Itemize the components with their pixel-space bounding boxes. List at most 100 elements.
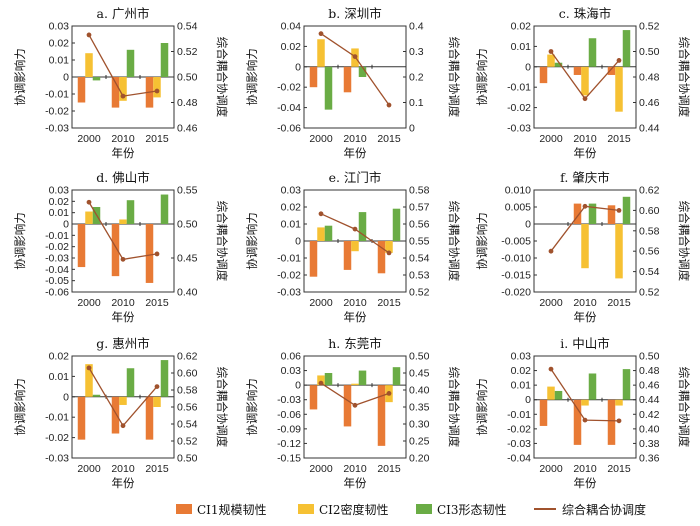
y-tick-label: -0.04 (277, 102, 301, 114)
bar-ci3 (588, 203, 597, 224)
panel-8: h. 东莞市 -0.15 -0.12 -0.09 -0.06 -0.03 0 0.03 0.06… (245, 336, 461, 490)
y2-tick-label: 0.55 (409, 236, 430, 248)
y-tick-label: -0.04 (45, 264, 69, 276)
coordination-point (154, 88, 160, 94)
bar-ci1 (377, 385, 386, 446)
x-tick-label: 2015 (377, 297, 401, 309)
y-tick-label: -0.01 (45, 230, 69, 242)
y-axis-title: 协调影响力 (245, 48, 259, 106)
bar-ci2 (119, 77, 127, 101)
y-axis-title: 协调影响力 (245, 378, 259, 436)
panel-title: f. 肇庆市 (560, 170, 610, 185)
x-tick-label: 2010 (573, 297, 597, 309)
bar-ci3 (358, 212, 367, 241)
y2-tick-label: 0.50 (177, 72, 198, 84)
bar-ci1 (111, 396, 120, 434)
y-tick-label: -0.15 (277, 453, 301, 465)
y-tick-label: 0 (525, 394, 531, 406)
y-tick-label: -0.02 (277, 82, 301, 94)
bar-ci1 (343, 385, 352, 427)
bar-ci3 (160, 43, 169, 77)
y-tick-label: -0.01 (277, 253, 301, 265)
panel-title: h. 东莞市 (328, 336, 382, 351)
y-tick-label: -0.03 (277, 394, 301, 406)
bar-ci3 (392, 208, 401, 241)
x-axis-title: 年份 (574, 310, 597, 324)
y-axis-title: 协调影响力 (475, 48, 489, 106)
coordination-point (616, 58, 622, 63)
y2-axis-title: 综合耦合协调度 (677, 201, 691, 282)
legend-item-ci3: CI3形态韧性 (416, 498, 507, 520)
y2-tick-label: 0.58 (409, 185, 430, 197)
bar-ci2 (385, 241, 393, 253)
x-tick-label: 2000 (309, 133, 333, 145)
legend-swatch-ci3 (416, 504, 432, 514)
y-tick-label: 0.02 (49, 196, 70, 208)
x-tick-label: 2010 (343, 133, 367, 145)
coordination-point (352, 226, 358, 232)
y2-tick-label: 0.52 (177, 436, 198, 448)
panel-title: g. 惠州市 (96, 336, 149, 351)
bar-ci3 (324, 66, 333, 110)
y-tick-label: -0.020 (501, 287, 531, 299)
x-tick-label: 2015 (145, 133, 169, 145)
x-tick-label: 2010 (111, 297, 135, 309)
bar-ci1 (111, 77, 120, 108)
x-tick-label: 2010 (111, 463, 135, 475)
legend-item-ci2: CI2密度韧性 (298, 498, 389, 520)
y2-tick-label: 0.3 (409, 46, 424, 58)
x-tick-label: 2015 (607, 463, 631, 475)
coordination-point (154, 251, 160, 257)
y2-tick-label: 0.50 (639, 46, 660, 58)
coordination-point (386, 250, 392, 256)
bar-ci3 (324, 373, 333, 386)
x-tick-label: 2000 (539, 463, 563, 475)
y-tick-label: -0.015 (501, 270, 531, 282)
y2-tick-label: 0.50 (177, 453, 198, 465)
bar-ci1 (573, 203, 582, 224)
y-tick-label: 0 (63, 72, 69, 84)
y-tick-label: 0.02 (281, 41, 302, 53)
coordination-point (386, 391, 392, 396)
y2-tick-label: 0.62 (177, 351, 198, 363)
bar-ci2 (581, 399, 589, 406)
y-axis-title: 协调影响力 (13, 212, 27, 270)
y2-tick-label: 0.60 (177, 368, 198, 380)
y-tick-label: -0.02 (45, 432, 69, 444)
y-tick-label: 0 (295, 380, 301, 392)
x-axis-title: 年份 (344, 146, 367, 160)
panel-title: c. 珠海市 (559, 6, 611, 21)
coordination-point (120, 93, 126, 99)
y-tick-label: 0 (525, 219, 531, 231)
bar-ci1 (539, 399, 548, 426)
y2-tick-label: 0.35 (409, 402, 430, 414)
y2-tick-label: 0.38 (639, 438, 660, 450)
coordination-point (154, 384, 160, 389)
y-tick-label: -0.09 (277, 423, 301, 435)
bar-ci3 (92, 77, 101, 81)
x-tick-label: 2010 (343, 297, 367, 309)
y-axis-title: 协调影响力 (475, 212, 489, 270)
bar-ci3 (554, 390, 563, 400)
y2-tick-label: 0.50 (177, 219, 198, 231)
bar-ci2 (547, 386, 555, 400)
bar-ci2 (581, 66, 589, 96)
y2-tick-label: 0.46 (639, 380, 660, 392)
panel-1: a. 广州市 -0.03 -0.02 -0.01 0 0.01 0.02 0.03 0.46 0.… (13, 6, 229, 160)
y-tick-label: 0.03 (49, 21, 70, 33)
bar-ci1 (309, 241, 318, 277)
y2-tick-label: 0.56 (639, 246, 660, 258)
y-axis-title: 协调影响力 (245, 212, 259, 270)
bar-ci2 (85, 53, 93, 77)
y2-axis-title: 综合耦合协调度 (677, 37, 691, 118)
bar-ci3 (324, 225, 333, 241)
x-tick-label: 2010 (573, 463, 597, 475)
bar-ci1 (573, 66, 582, 75)
y2-tick-label: 0 (409, 123, 415, 135)
coordination-point (86, 32, 92, 38)
y2-tick-label: 0.56 (177, 402, 198, 414)
bar-ci1 (573, 399, 582, 445)
coordination-point (352, 54, 358, 59)
x-tick-label: 2000 (309, 297, 333, 309)
bar-ci1 (607, 399, 616, 445)
